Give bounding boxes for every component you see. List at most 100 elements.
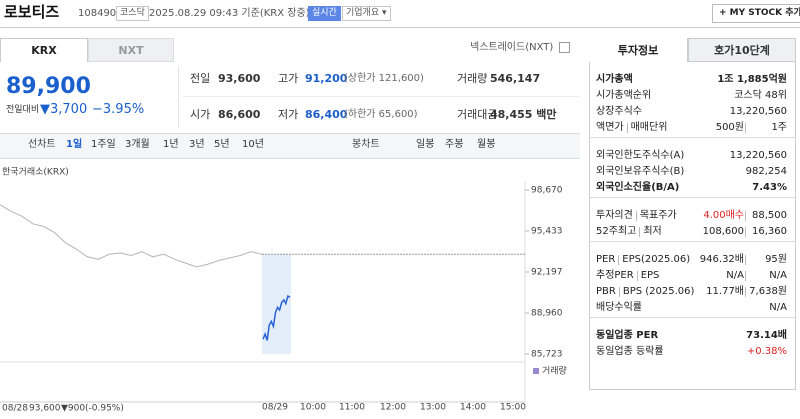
period-button[interactable]: 5년: [214, 139, 230, 150]
legend-pct: (-0.95%): [85, 404, 124, 414]
info-separator: [635, 211, 637, 221]
info-label: 배당수익률: [596, 302, 642, 313]
section-rule: [590, 137, 795, 138]
summary-extra: (상한가 121,600): [344, 73, 424, 84]
info-value: 1조 1,885억원: [717, 74, 787, 85]
info-label: 목표주가: [639, 210, 677, 221]
x-tick-label: 14:00: [460, 403, 486, 413]
y-tick-label: 92,197: [531, 267, 563, 277]
period-button[interactable]: 3개월: [125, 139, 150, 150]
summary-extra: (하한가 65,600): [344, 109, 418, 120]
section-rule: [590, 241, 795, 242]
summary-value: 91,200: [305, 72, 348, 85]
candle-chart-label: 봉차트: [352, 139, 380, 150]
line-chart-label: 선차트: [28, 139, 56, 150]
section-rule: [590, 317, 795, 318]
info-label: PER: [596, 254, 616, 265]
legend-change: ▼900: [61, 404, 85, 414]
header-rule: [0, 27, 800, 28]
tab-orderbook[interactable]: 호가10단계: [688, 38, 796, 62]
info-label: 동일업종 등락률: [596, 346, 664, 357]
x-tick-label: 10:00: [300, 403, 326, 413]
info-value: 코스닥 48위: [734, 90, 787, 101]
mystock-button[interactable]: + MY STOCK 추가: [712, 4, 800, 23]
info-label: 투자의견: [596, 210, 633, 221]
info-label: 외국인소진율(B/A): [596, 182, 680, 193]
info-value: +0.38%: [746, 346, 787, 357]
summary-value: 93,600: [218, 72, 261, 85]
summary-label: 전일: [190, 72, 211, 85]
info-value: 1주: [771, 122, 787, 133]
info-value: 95원: [765, 254, 787, 265]
change-percent: −3.95%: [92, 102, 145, 117]
info-label: 시가총액: [596, 74, 633, 85]
company-button[interactable]: 기업개요 ▾: [342, 6, 391, 21]
period-button[interactable]: 1년: [163, 139, 179, 150]
candle-button[interactable]: 주봉: [445, 139, 464, 150]
info-label: EPS(2025.06): [622, 254, 691, 265]
chart-toolbar: [0, 133, 580, 159]
period-button[interactable]: 1일: [66, 139, 83, 150]
info-separator: [626, 123, 628, 133]
info-separator: [745, 287, 746, 297]
info-label: PBR: [596, 286, 616, 297]
info-value: 13,220,560: [729, 150, 787, 161]
tab-krx[interactable]: KRX: [0, 38, 88, 62]
info-label: 최저: [643, 226, 662, 237]
summary-value: 86,600: [218, 108, 261, 121]
info-value: 88,500: [752, 210, 787, 221]
live-badge: 실시간: [308, 6, 341, 21]
info-value: 500원: [715, 122, 744, 133]
info-value: 108,600: [702, 226, 744, 237]
legend-price: 93,600: [29, 404, 61, 414]
info-value: 4.00매수: [703, 210, 744, 221]
info-label: 상장주식수: [596, 106, 642, 117]
info-value: 11.77배: [706, 286, 744, 297]
info-separator: [745, 123, 746, 133]
info-label: 동일업종 PER: [596, 330, 659, 341]
tab-info[interactable]: 투자정보: [589, 38, 688, 62]
change-amount: ▼3,700: [40, 102, 88, 117]
summary-value: 48,455 백만: [490, 108, 557, 121]
summary-value: 546,147: [490, 72, 541, 85]
info-value: 7.43%: [752, 182, 787, 193]
info-label: 추정PER: [596, 270, 634, 281]
info-value: 13,220,560: [729, 106, 787, 117]
info-label: 외국인한도주식수(A): [596, 150, 685, 161]
chart: 한국거래소(KRX) 98,670 95,433 92,197 88,960 85,723…: [0, 167, 567, 414]
y-tick-label: 95,433: [531, 227, 563, 237]
y-tick-label: 88,960: [531, 308, 563, 318]
stock-name: 로보티즈: [4, 3, 60, 21]
info-separator: [618, 287, 620, 297]
info-value: 946.32배: [699, 254, 744, 265]
info-value: 982,254: [745, 166, 787, 177]
volume-legend-swatch: [533, 368, 539, 374]
candle-button[interactable]: 월봉: [477, 139, 496, 150]
change-label: 전일대비: [6, 105, 40, 115]
volume-label: 거래량: [542, 365, 567, 377]
info-label: EPS: [640, 270, 660, 281]
period-button[interactable]: 1주일: [91, 139, 116, 150]
info-separator: [618, 255, 620, 265]
candle-button[interactable]: 일봉: [416, 139, 435, 150]
tab-nxt[interactable]: NXT: [88, 38, 174, 62]
price-line: [0, 204, 263, 268]
summary-label: 거래량: [457, 72, 488, 85]
help-icon[interactable]: [559, 42, 570, 53]
current-price: 89,900: [6, 74, 91, 99]
period-button[interactable]: 3년: [189, 139, 205, 150]
info-value: 73.14배: [746, 330, 787, 341]
period-button[interactable]: 10년: [242, 139, 264, 150]
nxt-link[interactable]: 넥스트레이드(NXT): [470, 42, 554, 53]
info-separator: [745, 211, 746, 221]
x-tick-label: 11:00: [339, 403, 365, 413]
section-rule: [590, 197, 795, 198]
x-tick-label: 12:00: [380, 403, 406, 413]
market-badge: 코스닥: [116, 6, 149, 21]
info-value: 16,360: [752, 226, 787, 237]
x-tick-label: 15:00: [500, 403, 526, 413]
summary-label: 고가: [278, 72, 299, 85]
info-separator: [745, 255, 746, 265]
x-tick-label: 13:00: [420, 403, 446, 413]
